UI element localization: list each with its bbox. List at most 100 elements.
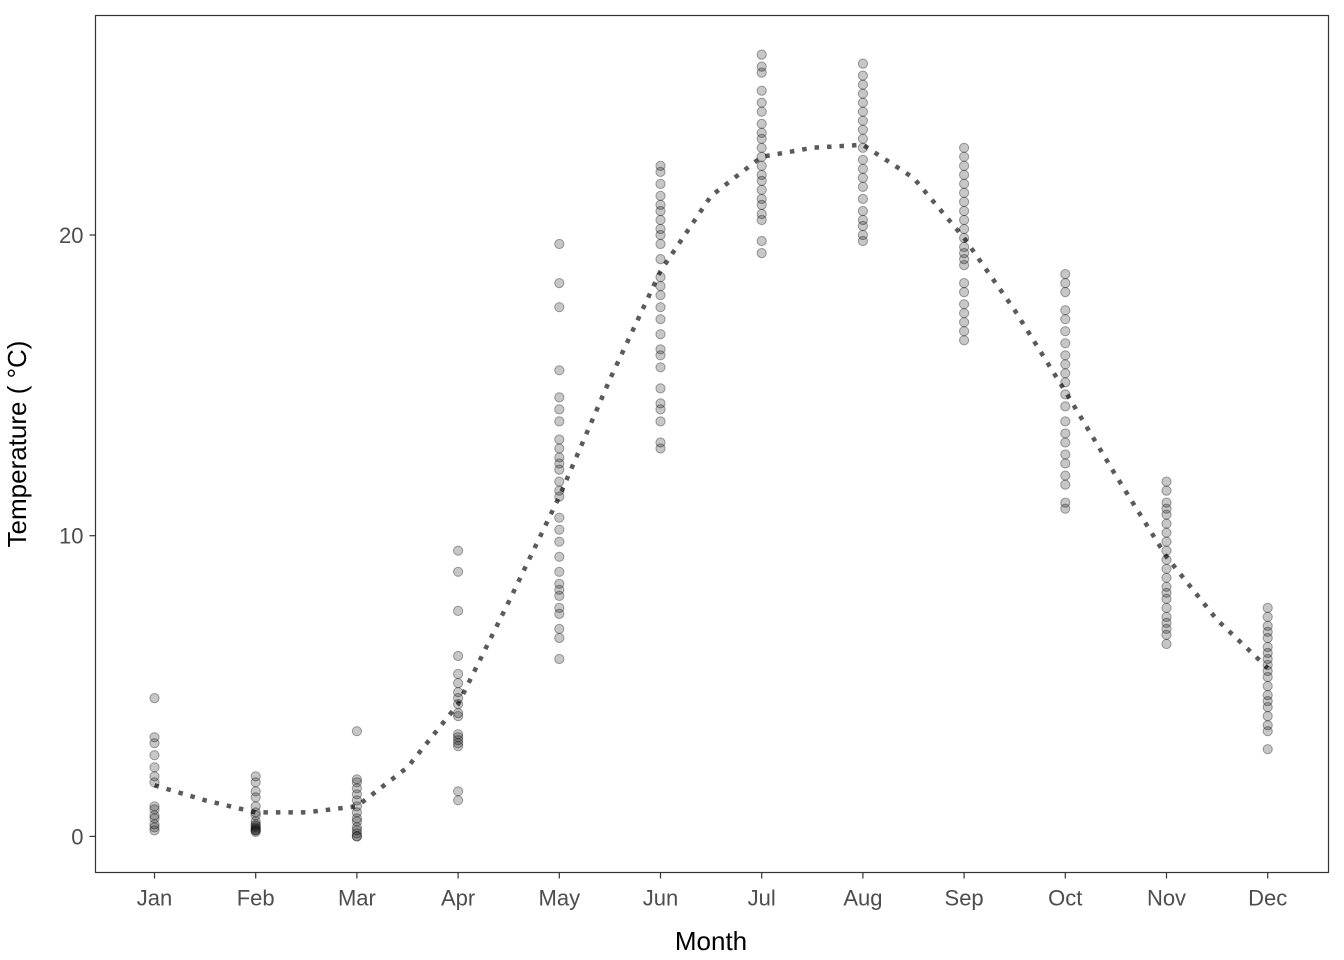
data-point [655,329,666,340]
data-point [1262,647,1273,659]
data-point [453,741,464,752]
data-point [554,278,565,289]
data-point [453,786,464,797]
data-point [1161,503,1172,514]
data-point [250,807,261,818]
data-point [655,190,666,201]
data-point [554,584,565,595]
data-point [857,70,869,81]
data-point [250,777,261,788]
data-point [959,335,970,346]
data-point [857,88,869,99]
data-point [453,699,464,710]
data-point [655,160,666,171]
data-point [554,602,565,614]
data-point [554,590,565,602]
data-point [959,260,970,271]
data-point [655,223,666,235]
data-point [756,106,767,117]
data-point [554,566,565,577]
data-point [1262,620,1273,632]
data-point [1060,269,1071,280]
data-point [1060,389,1071,400]
data-point [351,795,362,806]
data-point [250,825,261,836]
data-point [453,650,464,662]
data-point [655,437,666,448]
data-point [857,163,869,174]
data-point [149,762,160,773]
data-point [250,820,261,832]
data-point [756,175,767,186]
data-point [1060,470,1071,481]
data-point [756,193,767,204]
data-point [1262,681,1273,692]
data-point [351,777,362,788]
data-point [1161,509,1172,520]
data-point [959,317,970,328]
data-point [351,816,362,827]
data-point [1262,690,1273,701]
x-tick-label: Feb [237,886,275,911]
data-point [149,732,160,743]
data-point [554,404,565,415]
data-point [1060,458,1071,469]
data-point [351,801,362,812]
x-axis-title: Month [675,926,747,956]
data-point [1262,726,1273,737]
data-point [1161,593,1172,605]
data-point [453,605,464,617]
plot-panel [94,14,1330,874]
data-point [554,443,565,454]
data-point [351,831,362,842]
data-point [149,777,160,788]
data-point [149,825,160,836]
data-point [655,383,666,394]
data-point [655,199,666,210]
x-tick-label: Sep [945,886,984,911]
data-point [554,578,565,589]
data-point [453,795,464,806]
data-point [1161,602,1172,614]
data-point [1161,572,1172,583]
data-point [351,828,362,839]
x-tick-label: Aug [843,886,882,911]
data-point [959,278,970,289]
data-point [857,79,869,90]
data-point [554,551,565,562]
data-point [351,813,362,824]
data-point [149,693,160,704]
data-point [655,398,666,409]
data-point [149,804,160,815]
data-point [149,822,160,833]
data-point [149,771,160,782]
data-point [250,771,261,782]
data-point [756,118,767,129]
data-point [453,708,464,719]
data-point [756,67,767,78]
trend-line [153,142,1270,815]
data-point [1161,497,1172,508]
data-point [554,452,565,463]
data-point [554,653,565,665]
data-point [1161,545,1172,556]
data-point [959,308,970,319]
data-point [1161,611,1172,623]
data-point [959,248,970,259]
data-point [1060,287,1071,298]
data-point [655,416,666,427]
data-point [756,169,767,180]
data-point [149,750,160,761]
data-point [1262,641,1273,653]
data-point [655,281,666,292]
data-point [857,205,869,217]
data-point [250,786,261,797]
data-point [655,238,666,250]
data-point [554,434,565,445]
y-axis-title: Temperature ( °C) [2,341,32,548]
x-tick-label: Nov [1147,886,1186,911]
y-tick-label: 10 [59,524,83,549]
data-point [655,362,666,373]
data-point [1161,638,1172,650]
